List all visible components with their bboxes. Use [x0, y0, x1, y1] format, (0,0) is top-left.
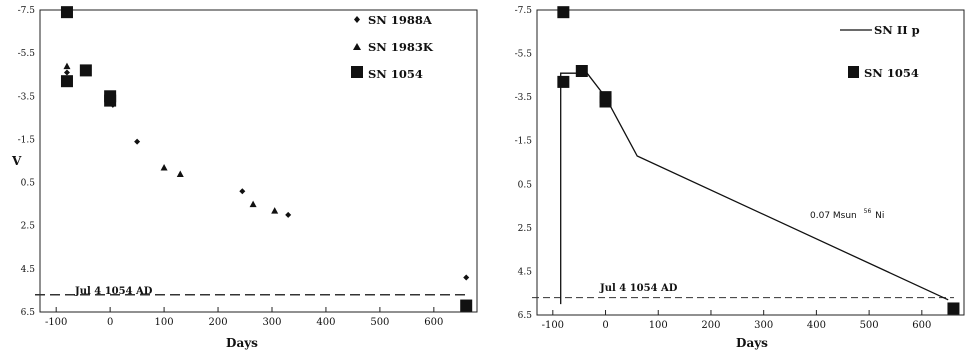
sn1054-point: [557, 6, 570, 19]
sn1988a-point: [463, 274, 470, 281]
y-tick-label: 2.5: [518, 224, 533, 234]
y-tick-label: -7.5: [515, 6, 533, 16]
y-tick-label: 6.5: [21, 308, 36, 318]
left-july4-label: Jul 4 1054 AD: [74, 286, 153, 297]
y-tick-label: -5.5: [515, 50, 533, 60]
left-markers: [60, 6, 473, 312]
right-markers: [557, 6, 960, 315]
nickel-element: Ni: [875, 211, 884, 221]
x-tick-label: 300: [262, 317, 281, 328]
right-x-ticks: -100 0 100 200 300 400 500 600: [542, 310, 931, 331]
legend-triangle-icon: [353, 43, 361, 50]
right-x-axis-label: Days: [736, 336, 768, 350]
x-tick-label: 500: [860, 320, 879, 331]
left-legend-sn1983k: SN 1983K: [368, 40, 434, 54]
right-legend: SN II p SN 1054: [840, 23, 920, 80]
right-panel: Days -100 0 100 200 300 400 500 600 -7.5 -5.5 -3.…: [515, 6, 965, 350]
left-y-ticks: -7.5 -5.5 -3.5 -1.5 0.5 2.5 4.5 6.5: [18, 6, 36, 318]
x-tick-label: 600: [424, 317, 443, 328]
y-tick-label: 6.5: [518, 311, 533, 321]
sn1988a-point: [63, 69, 70, 76]
sn1983k-point: [249, 200, 257, 208]
left-y-axis-label: V: [11, 154, 22, 168]
left-x-ticks: -100 0 100 200 300 400 500 600: [45, 307, 443, 328]
nickel-mass-annotation: 0.07 Msun 56 Ni: [810, 206, 884, 221]
sn1054-point: [599, 91, 612, 104]
left-legend: SN 1988A SN 1983K SN 1054: [351, 13, 434, 81]
legend-diamond-icon: [354, 16, 360, 23]
sn1988a-point: [285, 211, 292, 218]
y-tick-label: -3.5: [515, 93, 533, 103]
left-panel: V Days -100 0 100 200 300 400 500 600 -7.5-5.5-…: [11, 6, 478, 350]
legend-square-icon-right: [848, 66, 859, 78]
right-july4-label: Jul 4 1054 AD: [599, 283, 678, 294]
sn1983k-point: [63, 62, 71, 70]
x-tick-label: 500: [370, 317, 389, 328]
x-tick-label: 300: [754, 320, 773, 331]
x-tick-label: 400: [807, 320, 826, 331]
sn1054-point: [60, 6, 73, 19]
x-tick-label: 100: [649, 320, 668, 331]
nickel-mass-value: 0.07 Msun: [810, 211, 857, 221]
y-tick-label: -1.5: [515, 137, 533, 147]
x-tick-label: 200: [208, 317, 227, 328]
legend-square-icon: [351, 66, 363, 78]
x-tick-label: 200: [701, 320, 720, 331]
x-tick-label: -100: [45, 317, 67, 328]
left-x-axis-label: Days: [226, 336, 258, 350]
sn1988a-point: [134, 138, 141, 145]
x-tick-label: 0: [107, 317, 113, 328]
sn1983k-point: [176, 170, 184, 177]
nickel-isotope-number: 56: [864, 208, 872, 215]
x-tick-label: 0: [602, 320, 608, 331]
left-legend-sn1054: SN 1054: [368, 67, 423, 81]
x-tick-label: 600: [912, 320, 931, 331]
right-legend-sn-iip: SN II p: [874, 23, 920, 37]
sn1054-point: [60, 75, 73, 88]
x-tick-label: 100: [155, 317, 174, 328]
sn1983k-point: [271, 207, 279, 214]
y-tick-label: 4.5: [518, 267, 533, 277]
y-tick-label: -3.5: [18, 92, 36, 102]
right-y-ticks: -7.5 -5.5 -3.5 -1.5 0.5 2.5 4.5 6.5: [515, 6, 533, 321]
x-tick-label: -100: [542, 320, 564, 331]
sn1988a-point: [239, 188, 246, 195]
right-legend-sn1054: SN 1054: [864, 66, 919, 80]
y-tick-label: -1.5: [18, 135, 36, 145]
sn1983k-point: [160, 163, 168, 171]
sn1054-point: [575, 65, 588, 77]
sn1054-point: [79, 64, 92, 77]
y-tick-label: 2.5: [21, 222, 36, 232]
x-tick-label: 400: [316, 317, 335, 328]
sn1054-point: [947, 302, 960, 315]
left-legend-sn1988a: SN 1988A: [368, 13, 433, 27]
right-plot-frame: [536, 9, 965, 316]
y-tick-label: 4.5: [21, 265, 36, 275]
left-plot-frame: [39, 9, 478, 313]
sn1054-point: [557, 75, 570, 88]
y-tick-label: 0.5: [518, 180, 533, 190]
sn1054-point: [104, 90, 117, 103]
y-tick-label: -7.5: [18, 6, 36, 16]
y-tick-label: -5.5: [18, 49, 36, 59]
sn-iip-model-curve: [560, 72, 949, 305]
y-tick-label: 0.5: [21, 179, 36, 189]
sn1054-point: [460, 299, 473, 312]
